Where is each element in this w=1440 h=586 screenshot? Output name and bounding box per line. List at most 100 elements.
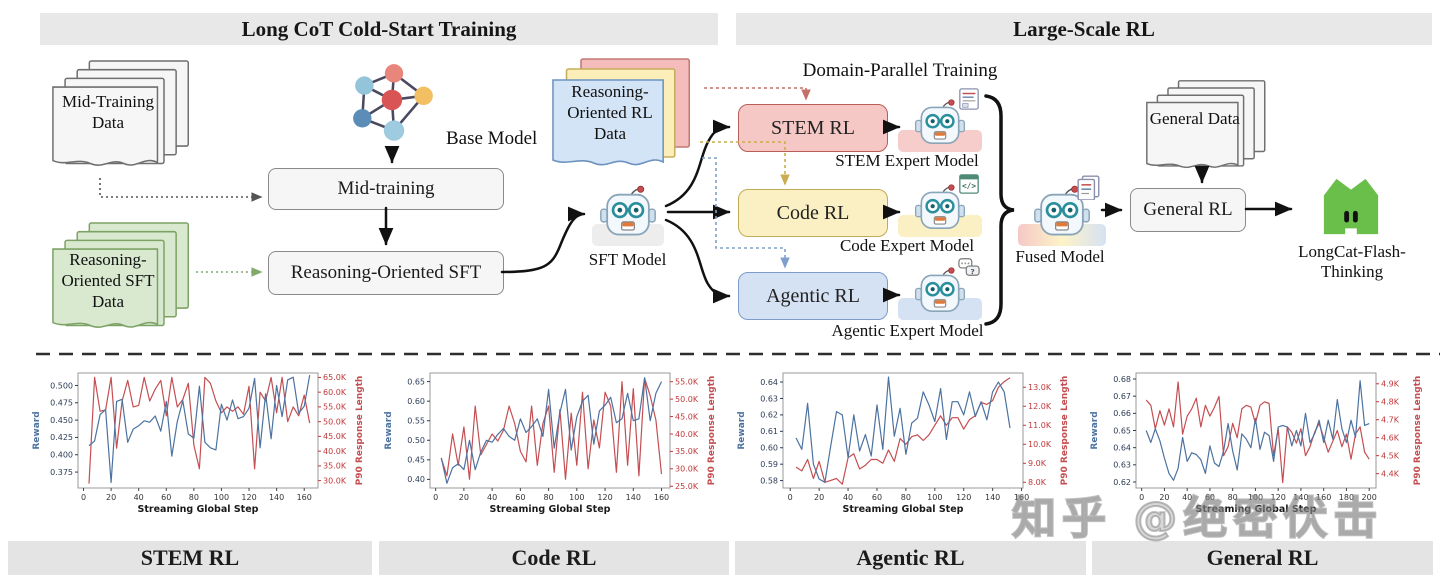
svg-text:0.58: 0.58 [760, 476, 778, 485]
svg-text:0.60: 0.60 [760, 444, 778, 453]
agent-chat-icon [958, 256, 980, 278]
longcat-label: LongCat-Flash-Thinking [1298, 242, 1406, 281]
svg-text:60: 60 [515, 493, 525, 502]
code-expert-robot [898, 181, 982, 237]
cold-start-title: Long CoT Cold-Start Training [241, 16, 517, 41]
svg-text:0: 0 [788, 493, 793, 502]
svg-text:11.0K: 11.0K [1028, 421, 1052, 430]
agentic-rl-box: Agentic RL [738, 272, 888, 320]
svg-text:0.66: 0.66 [1113, 409, 1131, 418]
svg-text:4.8K: 4.8K [1381, 398, 1400, 407]
svg-text:0.425: 0.425 [50, 433, 73, 442]
svg-text:0.450: 0.450 [50, 416, 73, 425]
mid-training-data-label: Mid-Training Data [62, 91, 154, 132]
stem-expert-label: STEM Expert Model [835, 151, 979, 170]
svg-text:40.0K: 40.0K [323, 447, 347, 456]
general-data-stack: General Data [1146, 80, 1268, 178]
svg-text:0.50: 0.50 [407, 436, 425, 445]
dashed-rldata-to-stem [704, 87, 811, 101]
svg-text:45.0K: 45.0K [675, 412, 699, 421]
agentic-rl-caption: Agentic RL [735, 541, 1086, 575]
svg-text:0.65: 0.65 [407, 377, 425, 386]
svg-text:P90 Response Length: P90 Response Length [1060, 376, 1070, 486]
svg-text:120: 120 [1271, 493, 1286, 502]
svg-text:20: 20 [1159, 493, 1169, 502]
watermark: 知乎 @绝密伏击 [1011, 492, 1384, 545]
svg-text:0.68: 0.68 [1113, 375, 1131, 384]
svg-text:Reward: Reward [737, 411, 747, 449]
svg-text:80: 80 [1228, 493, 1238, 502]
code-rl-chart-panel: 0.40 0.45 0.50 0.55 0.60 0.65 25.0K 30.0K 35.0K 4… [380, 366, 725, 538]
document-stack-icon [52, 60, 190, 166]
svg-text:45.0K: 45.0K [323, 432, 347, 441]
general-rl-caption-label: General RL [1206, 545, 1319, 570]
svg-text:0: 0 [81, 493, 86, 502]
svg-text:0.475: 0.475 [50, 399, 73, 408]
code-rl-box: Code RL [738, 189, 888, 237]
mid-training-box: Mid-training [268, 168, 504, 210]
general-rl-caption: General RL [1092, 541, 1433, 575]
agentic-expert-robot [898, 264, 982, 320]
svg-text:P90 Response Length: P90 Response Length [1413, 376, 1423, 486]
code-rl-caption: Code RL [379, 541, 729, 575]
svg-text:0.500: 0.500 [50, 381, 73, 390]
svg-text:100: 100 [214, 493, 229, 502]
svg-text:160: 160 [654, 493, 669, 502]
svg-text:40: 40 [487, 493, 497, 502]
agentic-expert-label: Agentic Expert Model [831, 321, 984, 340]
general-rl-box: General RL [1130, 188, 1246, 232]
general-rl-box-label: General RL [1143, 199, 1233, 220]
stem-rl-caption: STEM RL [8, 541, 372, 575]
reasoning-sft-box: Reasoning-Oriented SFT [268, 251, 504, 295]
svg-text:20: 20 [106, 493, 116, 502]
stem-rl-box: STEM RL [738, 104, 888, 152]
svg-text:60: 60 [161, 493, 171, 502]
svg-text:140: 140 [269, 493, 284, 502]
svg-text:0: 0 [433, 493, 438, 502]
svg-text:100: 100 [1248, 493, 1263, 502]
svg-text:Reward: Reward [1090, 411, 1100, 449]
base-model-label: Base Model [446, 128, 538, 149]
svg-text:120: 120 [956, 493, 971, 502]
longcat-logo [1312, 176, 1390, 238]
svg-text:160: 160 [1316, 493, 1331, 502]
svg-text:55.0K: 55.0K [323, 403, 347, 412]
svg-text:0.65: 0.65 [1113, 426, 1131, 435]
svg-text:0: 0 [1139, 493, 1144, 502]
svg-text:40: 40 [1182, 493, 1192, 502]
reasoning-sft-data-label: Reasoning-Oriented SFT Data [61, 250, 155, 311]
svg-text:8.0K: 8.0K [1028, 478, 1047, 487]
stem-rl-caption-label: STEM RL [140, 545, 240, 570]
svg-text:100: 100 [927, 493, 942, 502]
svg-text:0.45: 0.45 [407, 456, 425, 465]
svg-text:180: 180 [1339, 493, 1354, 502]
svg-text:60: 60 [872, 493, 882, 502]
svg-text:60: 60 [1205, 493, 1215, 502]
svg-text:25.0K: 25.0K [675, 482, 699, 491]
svg-text:4.6K: 4.6K [1381, 433, 1400, 442]
mid-training-box-label: Mid-training [337, 178, 435, 199]
svg-text:0.62: 0.62 [760, 411, 778, 420]
code-expert-label: Code Expert Model [839, 236, 975, 255]
svg-text:Streaming Global Step: Streaming Global Step [490, 504, 611, 515]
fused-model-label: Fused Model [1015, 247, 1105, 266]
stem-rl-chart-panel: 0.375 0.400 0.425 0.450 0.475 0.500 30.0K 35.0K… [28, 366, 373, 538]
document-stack-icon [1146, 80, 1266, 169]
svg-text:0.59: 0.59 [760, 460, 778, 469]
general-data-label: General Data [1149, 109, 1240, 129]
svg-text:4.9K: 4.9K [1381, 380, 1400, 389]
stem-expert-robot [898, 96, 982, 152]
svg-text:0.67: 0.67 [1113, 392, 1131, 401]
svg-text:4.4K: 4.4K [1381, 469, 1400, 478]
svg-text:80: 80 [189, 493, 199, 502]
svg-text:0.64: 0.64 [760, 378, 778, 387]
mid-training-data-stack: Mid-Training Data [52, 60, 192, 178]
svg-text:P90 Response Length: P90 Response Length [355, 376, 365, 486]
svg-text:Streaming Global Step: Streaming Global Step [138, 504, 259, 515]
robot-icon [599, 182, 657, 240]
code-rl-caption-label: Code RL [511, 545, 597, 570]
svg-text:120: 120 [597, 493, 612, 502]
svg-text:35.0K: 35.0K [675, 447, 699, 456]
svg-text:0.375: 0.375 [50, 468, 73, 477]
general-rl-chart-panel: 0.62 0.63 0.64 0.65 0.66 0.67 0.68 4.4K 4.5K 4.6K… [1086, 366, 1431, 538]
